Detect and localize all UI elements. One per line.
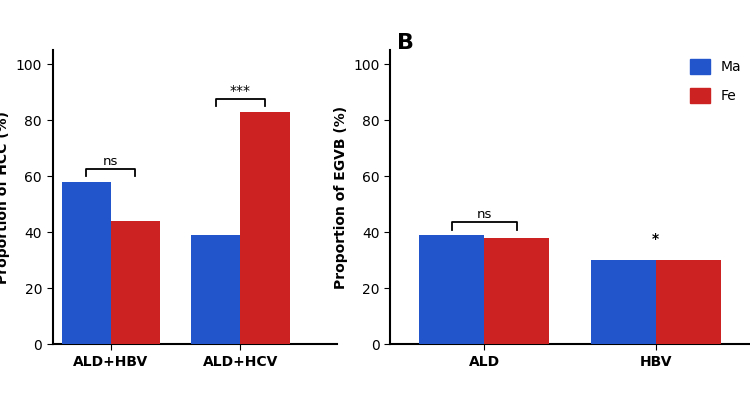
Text: B: B (398, 33, 414, 53)
Text: *: * (652, 232, 659, 247)
Bar (191, 235, 240, 344)
Text: ns: ns (476, 208, 492, 221)
Bar (62, 182, 111, 344)
Bar (0, 283, 31, 344)
Bar (656, 260, 721, 344)
Bar (590, 260, 656, 344)
Y-axis label: Proportion of EGVB (%): Proportion of EGVB (%) (334, 106, 348, 289)
Bar (419, 235, 484, 344)
Legend: Ma, Fe: Ma, Fe (685, 53, 747, 109)
Bar (111, 221, 160, 344)
Y-axis label: Proportion of HCC (%): Proportion of HCC (%) (0, 111, 10, 284)
Bar (484, 238, 550, 344)
Bar (240, 112, 290, 344)
Text: ***: *** (230, 84, 251, 97)
Text: ns: ns (103, 155, 118, 168)
